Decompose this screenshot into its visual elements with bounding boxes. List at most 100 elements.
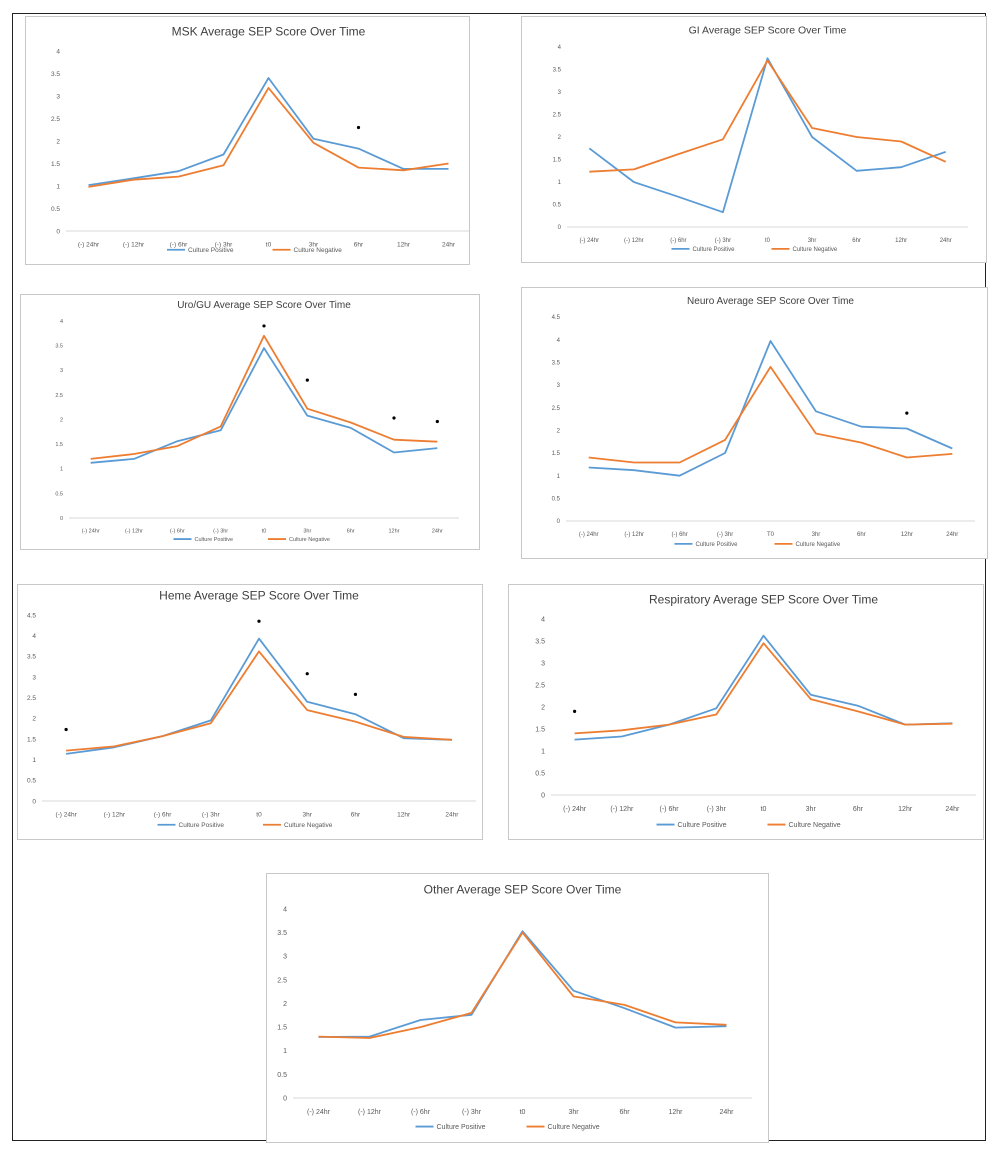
x-tick-label: (-) 3hr [715,238,731,244]
series-line-culture-positive [588,57,946,214]
chart-title: GI Average SEP Score Over Time [689,24,847,36]
chart-svg: Respiratory Average SEP Score Over Time 0… [535,592,976,829]
chart-title: Respiratory Average SEP Score Over Time [649,592,878,606]
legend-label: Culture Positive [179,822,225,829]
x-tick-label: 6hr [354,242,364,249]
y-tick-label: 2 [283,1001,287,1008]
y-tick-label: 0.5 [553,203,562,209]
chart-svg: Other Average SEP Score Over Time 0 0.5 1 1.… [277,882,752,1131]
series-line-culture-negative [574,642,953,735]
significance-marker [905,411,909,415]
chart-svg: MSK Average SEP Score Over Time 0 0.5 1 1.5 2… [51,24,469,254]
y-tick-label: 1.5 [535,726,545,733]
y-tick-label: 2.5 [552,406,561,412]
legend-label: Culture Negative [796,542,841,548]
x-tick-label: (-) 24hr [307,1109,331,1116]
x-tick-label: 3hr [568,1109,579,1116]
x-tick-label: (-) 6hr [170,529,185,535]
legend-label: Culture Negative [789,822,841,829]
x-tick-label: 24hr [432,529,443,535]
series-line-culture-positive [318,930,727,1038]
uro-gu-chart-panel: Uro/GU Average SEP Score Over Time 0 0.5 1 1… [20,294,480,550]
x-tick-label: 6hr [351,812,361,819]
y-tick-label: 3.5 [553,68,562,74]
y-tick-label: 2.5 [553,113,562,119]
significance-marker [257,619,261,623]
y-tick-label: 0 [557,519,561,525]
y-tick-label: 2 [558,135,562,141]
series-line-culture-negative [90,334,438,460]
y-tick-label: 2.5 [27,695,36,702]
series-line-culture-positive [88,77,449,186]
chart-svg: Neuro Average SEP Score Over Time 0 0.5 1 1.… [552,296,975,548]
y-tick-label: 0 [32,798,36,805]
legend-item: Culture Positive [674,542,738,548]
y-tick-label: 0.5 [277,1072,287,1079]
x-tick-label: 3hr [808,238,817,244]
legend-label: Culture Positive [188,247,234,254]
y-tick-label: 4 [283,906,287,913]
y-tick-label: 0 [60,516,63,522]
x-tick-label: 6hr [619,1109,630,1116]
x-tick-label: 3hr [309,242,319,249]
y-tick-label: 1.5 [277,1025,287,1032]
y-tick-label: 2.5 [55,393,63,399]
series-line-culture-positive [574,634,953,741]
legend-item: Culture Positive [173,537,233,543]
y-tick-label: 3.5 [51,71,60,78]
legend-label: Culture Positive [437,1124,486,1131]
x-tick-label: (-) 6hr [154,812,173,819]
legend-item: Culture Negative [774,542,841,548]
x-tick-label: t0 [520,1109,526,1116]
x-tick-label: 3hr [303,529,311,535]
y-tick-label: 1 [541,748,545,755]
y-tick-label: 3 [32,674,36,681]
x-tick-label: 24hr [442,242,456,249]
legend-label: Culture Positive [678,822,727,829]
y-tick-label: 0.5 [27,778,36,785]
y-tick-label: 3 [283,954,287,961]
neuro-chart-panel: Neuro Average SEP Score Over Time 0 0.5 1 1.… [521,287,988,559]
x-tick-label: (-) 24hr [563,806,587,813]
gi-chart-panel: GI Average SEP Score Over Time 0 0.5 1 1.5 2 2… [521,16,987,263]
legend-item: Culture Negative [268,537,330,543]
y-tick-label: 3.5 [277,930,287,937]
legend-label: Culture Negative [548,1124,600,1131]
msk-chart-panel: MSK Average SEP Score Over Time 0 0.5 1 1.5 2… [25,16,470,265]
y-tick-label: 3 [558,90,562,96]
x-tick-label: (-) 12hr [624,238,644,244]
y-tick-label: 3.5 [552,360,561,366]
y-tick-label: 1.5 [55,442,63,448]
x-tick-label: 24hr [719,1109,734,1116]
series-line-culture-positive [65,637,452,755]
y-tick-label: 1.5 [553,158,562,164]
x-tick-label: (-) 12hr [358,1109,382,1116]
x-tick-label: 24hr [945,806,960,813]
x-tick-label: t0 [765,238,771,244]
series-line-culture-negative [66,650,452,752]
chart-svg: Uro/GU Average SEP Score Over Time 0 0.5 1 1… [55,300,459,543]
y-tick-label: 1 [60,467,63,473]
y-tick-label: 1.5 [27,736,36,743]
y-tick-label: 4 [557,338,561,344]
y-tick-label: 2 [56,138,60,145]
y-tick-label: 1 [56,183,60,190]
significance-marker [305,672,309,676]
x-tick-label: (-) 24hr [579,238,599,244]
y-tick-label: 0.5 [552,496,561,502]
x-tick-label: (-) 3hr [215,242,234,249]
x-tick-label: 24hr [946,532,958,538]
y-tick-label: 4.5 [27,612,36,619]
x-tick-label: 12hr [898,806,913,813]
y-tick-label: 0 [56,228,60,235]
y-tick-label: 1 [283,1048,287,1055]
chart-svg: GI Average SEP Score Over Time 0 0.5 1 1.5 2 2… [553,24,968,253]
y-tick-label: 4 [56,48,60,55]
legend-item: Culture Positive [671,247,735,253]
y-tick-label: 3.5 [535,638,545,645]
y-tick-label: 2 [32,716,36,723]
y-tick-label: 2.5 [51,116,60,123]
y-tick-label: 4 [558,45,562,51]
significance-marker [64,727,68,732]
y-tick-label: 3 [541,660,545,667]
